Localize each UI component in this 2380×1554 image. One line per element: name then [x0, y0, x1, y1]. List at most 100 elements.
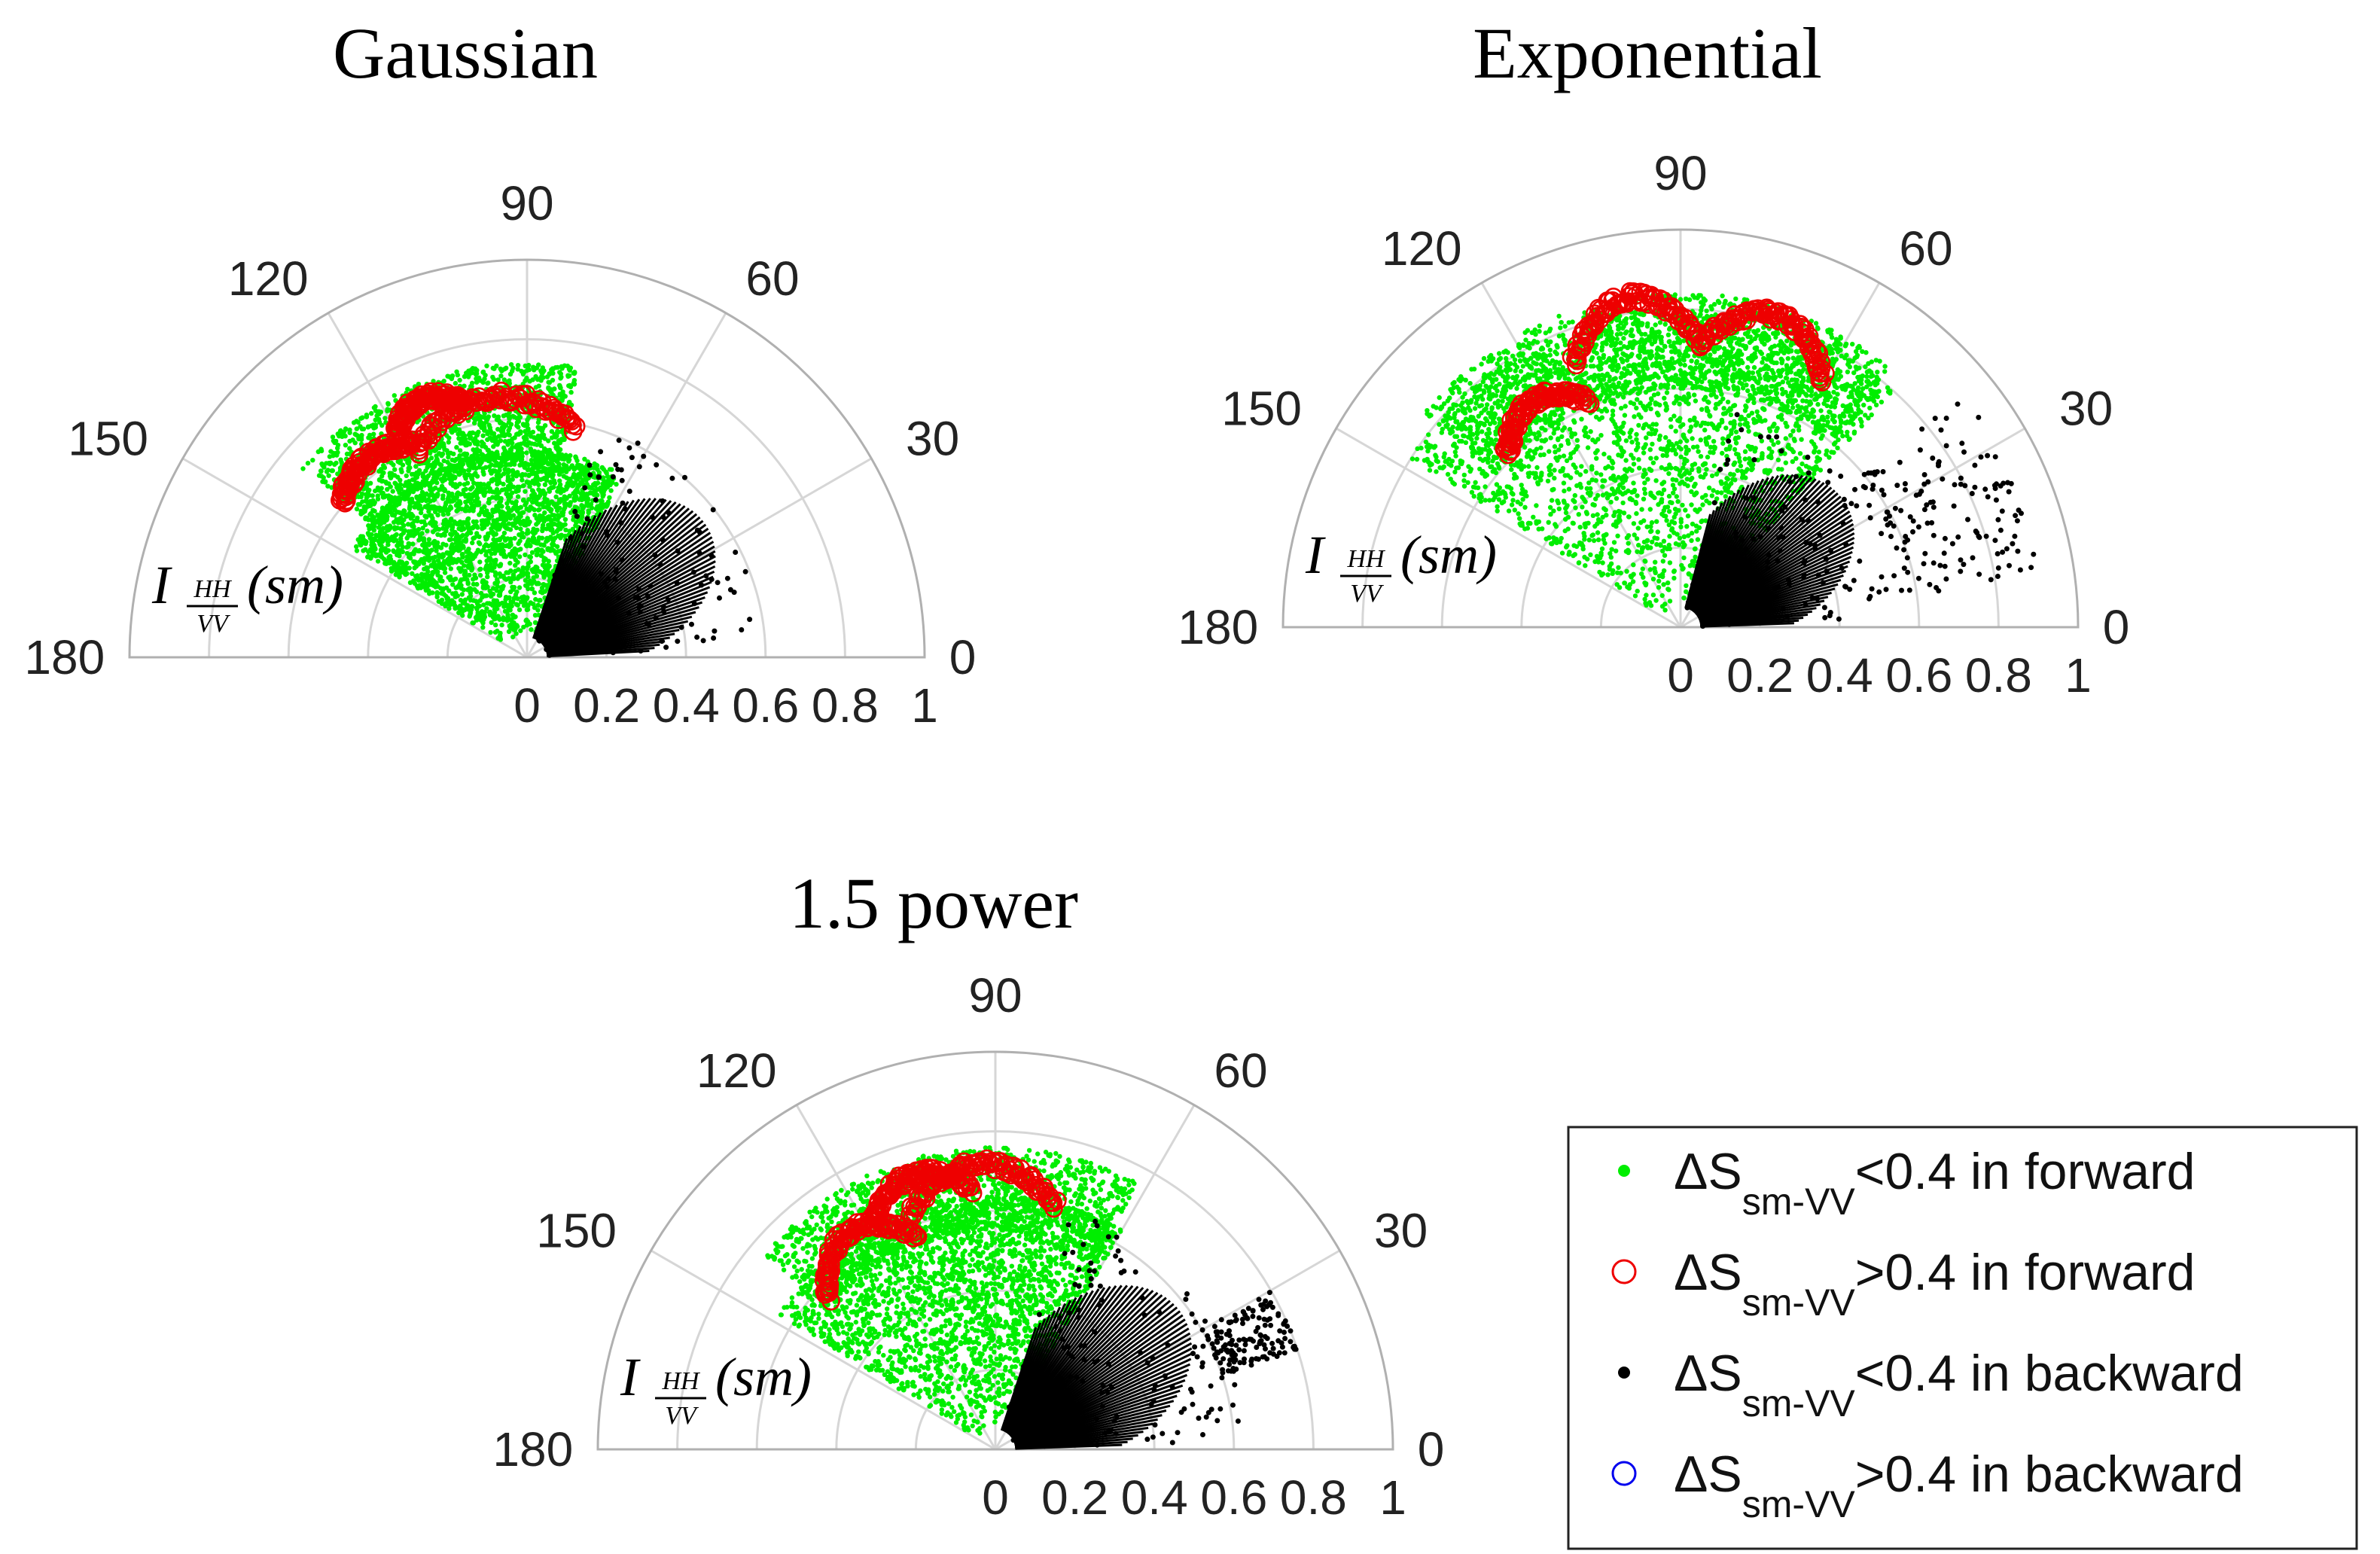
data-point [589, 485, 594, 491]
data-point [424, 480, 429, 486]
data-point [449, 527, 455, 532]
data-point [385, 536, 391, 541]
data-point [489, 450, 495, 456]
data-point [504, 491, 509, 497]
data-point [370, 493, 375, 498]
data-point [401, 564, 406, 569]
data-point [517, 554, 523, 559]
data-point [474, 376, 479, 382]
data-point [529, 550, 535, 555]
data-point [487, 486, 492, 492]
data-point [570, 610, 576, 615]
data-point [645, 593, 651, 599]
data-point [575, 518, 581, 523]
data-point [416, 576, 421, 582]
data-point [373, 404, 378, 410]
data-point [507, 623, 512, 629]
data-point [1667, 462, 1672, 468]
data-point [532, 465, 538, 471]
data-point [533, 596, 538, 602]
data-point [392, 559, 397, 565]
data-point [559, 469, 565, 474]
data-point [553, 494, 559, 500]
data-point [425, 505, 430, 510]
data-point [463, 499, 468, 504]
data-point [547, 624, 553, 630]
data-point [1627, 434, 1633, 440]
data-point [437, 599, 443, 605]
data-point [548, 480, 553, 486]
data-point [598, 485, 603, 491]
data-point [373, 553, 379, 559]
data-point [498, 373, 504, 379]
data-point [410, 541, 416, 547]
data-point [366, 424, 371, 429]
data-point [503, 597, 508, 602]
data-point [660, 537, 666, 543]
data-point [552, 513, 557, 518]
data-point [475, 525, 480, 530]
data-point [492, 573, 498, 578]
data-point [1632, 593, 1638, 599]
data-point [501, 617, 506, 623]
data-point [515, 596, 520, 602]
data-point [1689, 489, 1694, 495]
data-point [510, 413, 516, 419]
data-point [457, 465, 462, 470]
data-point [371, 536, 377, 541]
data-point [556, 612, 562, 618]
data-point [541, 425, 546, 431]
data-point [691, 601, 697, 607]
data-point [1611, 540, 1617, 545]
data-point [537, 569, 543, 574]
data-point [1728, 412, 1734, 418]
data-point [437, 565, 443, 571]
data-point [486, 481, 492, 486]
data-point [465, 559, 470, 564]
data-point [586, 639, 592, 645]
data-point [402, 493, 407, 498]
data-point [576, 483, 582, 488]
data-point [441, 458, 446, 464]
data-point [453, 594, 458, 599]
data-point [484, 536, 489, 541]
data-point [526, 472, 532, 477]
data-point [366, 501, 371, 507]
data-point [547, 379, 552, 385]
data-point [432, 583, 437, 588]
data-point [492, 601, 498, 607]
data-point [477, 572, 483, 578]
data-point [507, 371, 513, 377]
data-point [626, 445, 632, 451]
data-point [724, 575, 730, 581]
data-point [491, 537, 496, 542]
data-point [537, 637, 543, 642]
data-point [495, 579, 500, 584]
data-point [495, 547, 501, 553]
plot-title: Exponential [1473, 13, 1822, 93]
data-point [1653, 570, 1658, 575]
data-point [599, 498, 605, 504]
data-point [715, 580, 721, 586]
data-point [541, 476, 546, 482]
data-point [462, 508, 468, 513]
data-point [557, 440, 563, 446]
data-point [535, 527, 540, 533]
data-point [505, 612, 510, 617]
data-point [467, 441, 472, 446]
data-point [556, 429, 561, 434]
data-point [395, 543, 400, 548]
data-point [426, 497, 431, 502]
data-point [410, 500, 416, 505]
data-point [380, 490, 385, 496]
data-point [378, 552, 383, 557]
data-point [505, 487, 510, 492]
data-point [526, 426, 531, 432]
data-point [493, 622, 498, 628]
data-point [551, 577, 557, 584]
data-point [520, 483, 526, 489]
data-point [471, 577, 476, 582]
data-point [433, 485, 438, 491]
data-point [524, 436, 529, 442]
data-point [508, 462, 514, 467]
